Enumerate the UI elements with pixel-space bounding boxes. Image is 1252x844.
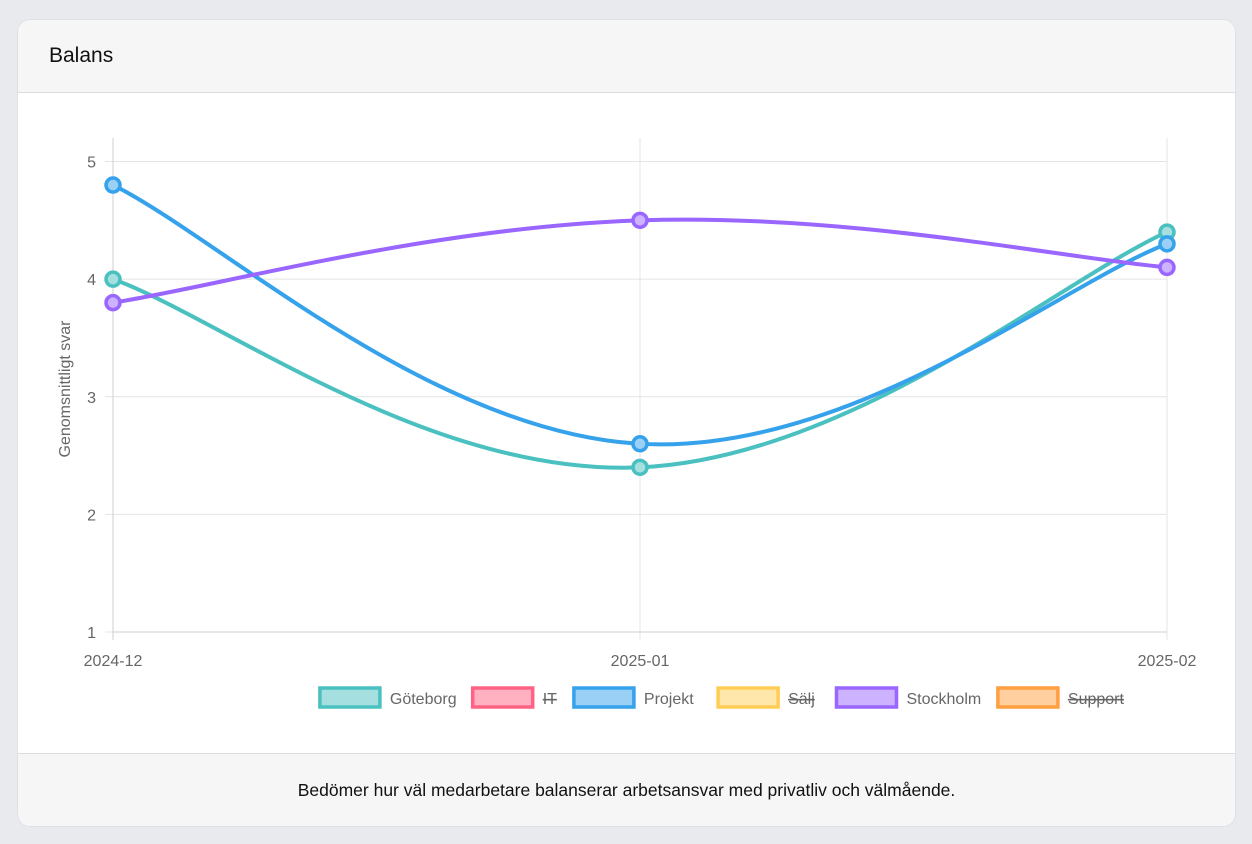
legend-swatch	[572, 686, 636, 709]
y-tick-label: 1	[87, 625, 96, 642]
legend-label: Göteborg	[390, 691, 457, 708]
card-description: Bedömer hur väl medarbetare balanserar a…	[297, 779, 956, 800]
legend-label: Sälj	[788, 691, 815, 708]
x-tick-label: 2025-01	[611, 653, 670, 670]
x-tick-label: 2025-02	[1138, 653, 1197, 670]
legend-swatch	[318, 686, 382, 709]
data-point[interactable]	[104, 176, 122, 194]
y-tick-label: 4	[87, 272, 96, 289]
legend-swatch	[716, 686, 780, 709]
data-point[interactable]	[631, 458, 649, 477]
legend-item-Projekt[interactable]: Projekt	[572, 686, 694, 709]
y-tick-label: 5	[87, 155, 96, 172]
legend-label: Support	[1068, 691, 1125, 708]
legend-item-Göteborg[interactable]: Göteborg	[318, 686, 457, 709]
legend-label: Projekt	[644, 691, 694, 708]
data-point[interactable]	[1158, 235, 1176, 253]
legend-swatch	[470, 686, 535, 709]
data-point[interactable]	[1158, 258, 1176, 277]
y-tick-label: 3	[87, 390, 96, 407]
legend-item-IT[interactable]: IT	[470, 686, 557, 709]
legend-swatch	[834, 686, 899, 709]
legend-label: Stockholm	[907, 691, 982, 708]
y-axis-label: Genomsnittligt svar	[57, 320, 74, 458]
legend-item-Sälj[interactable]: Sälj	[716, 686, 815, 709]
card-footer: Bedömer hur väl medarbetare balanserar a…	[18, 753, 1235, 826]
data-point[interactable]	[104, 293, 122, 312]
card-title: Balans	[49, 44, 114, 67]
legend-label: IT	[543, 691, 557, 708]
data-point[interactable]	[631, 211, 649, 230]
data-point[interactable]	[104, 270, 122, 288]
legend-item-Support[interactable]: Support	[996, 686, 1125, 709]
y-tick-label: 2	[87, 507, 96, 524]
data-point[interactable]	[631, 435, 649, 453]
legend-swatch	[996, 686, 1060, 709]
card-header: Balans	[18, 20, 1235, 93]
x-tick-label: 2024-12	[84, 653, 143, 670]
legend-item-Stockholm[interactable]: Stockholm	[834, 686, 982, 709]
